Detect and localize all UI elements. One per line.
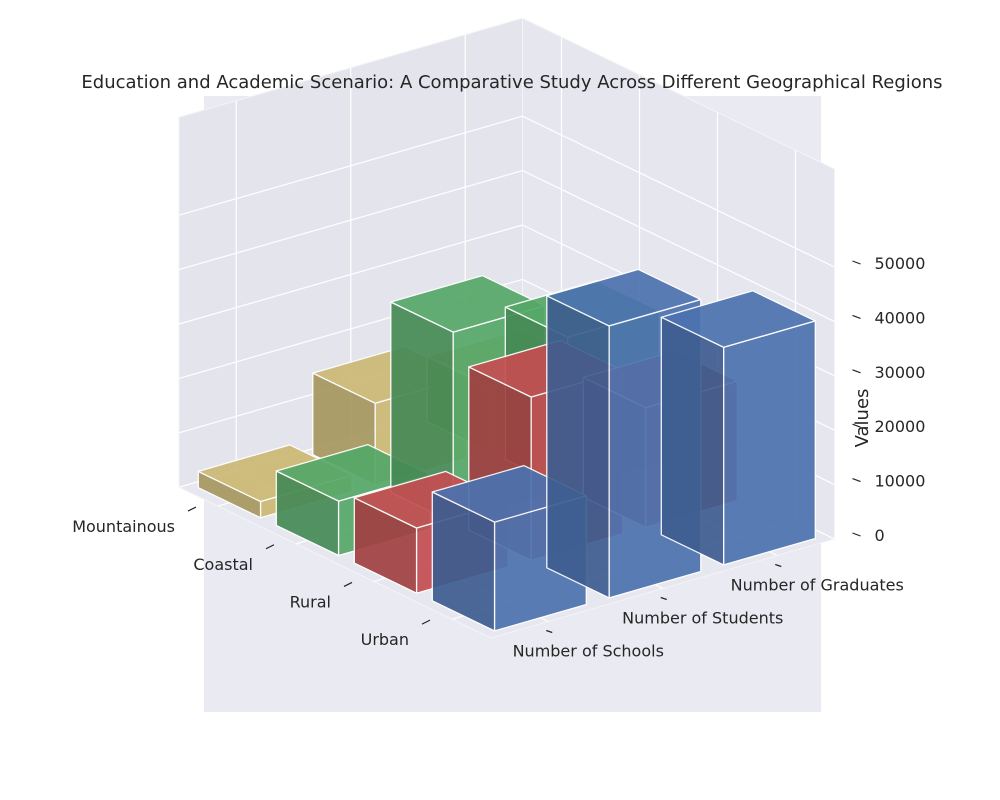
tick-mark <box>852 260 861 265</box>
bar-urban-number-of-graduates <box>660 290 816 566</box>
z-tick-label: 0 <box>875 526 885 545</box>
z-gridline-right <box>522 170 835 322</box>
tick-mark <box>775 563 782 568</box>
axis-ticks: Number of Schools Number of Students Numbe… <box>72 254 925 661</box>
z-gridline-right <box>522 115 835 268</box>
bar-left-face <box>660 316 725 566</box>
x-tick-label: Number of Schools <box>513 642 664 661</box>
chart-title: Education and Academic Scenario: A Compa… <box>81 72 942 93</box>
z-tick-label: 10000 <box>875 472 926 491</box>
tick-mark <box>852 478 861 483</box>
tick-mark <box>421 619 431 625</box>
bar-top-face <box>546 268 702 327</box>
tick-mark <box>852 532 861 537</box>
y-tick-label: Coastal <box>193 555 253 574</box>
tick-mark <box>187 506 197 512</box>
z-tick-label: 50000 <box>875 254 926 273</box>
x-tick-label: Number of Graduates <box>731 576 904 595</box>
tick-mark <box>660 596 667 601</box>
tick-mark <box>343 581 353 587</box>
tick-mark <box>265 544 275 550</box>
z-tick-label: 40000 <box>875 308 926 327</box>
tick-mark <box>546 629 553 634</box>
bars <box>197 268 816 632</box>
tick-mark <box>852 369 861 374</box>
z-tick-label: 30000 <box>875 363 926 382</box>
x-tick-label: Number of Students <box>622 609 783 628</box>
tick-mark <box>852 423 861 428</box>
z-axis-label: Values <box>852 389 873 448</box>
y-tick-label: Rural <box>290 592 331 611</box>
bar-top-face <box>660 290 816 348</box>
y-tick-label: Mountainous <box>72 517 175 536</box>
bar-front-face <box>723 320 816 566</box>
tick-mark <box>852 314 861 319</box>
bar-left-face <box>546 295 610 599</box>
z-tick-label: 20000 <box>875 417 926 436</box>
y-tick-label: Urban <box>361 630 409 649</box>
